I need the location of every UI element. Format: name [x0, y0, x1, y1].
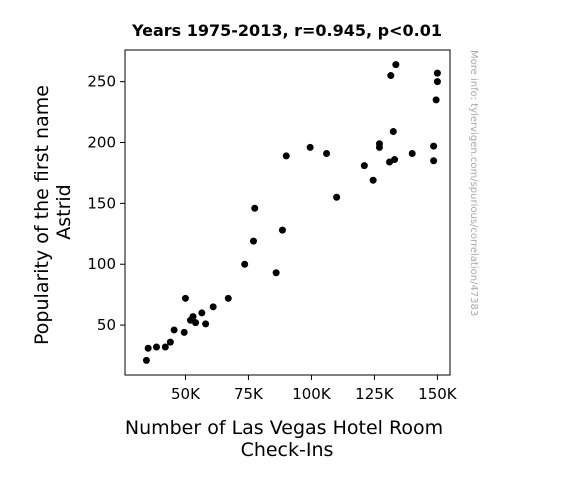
data-point [249, 237, 257, 245]
y-axis-label: Popularity of the first name Astrid [31, 79, 75, 345]
data-point [272, 269, 280, 277]
data-point [161, 343, 169, 351]
data-point [144, 344, 152, 352]
y-tick-label: 250 [87, 73, 116, 91]
data-point [278, 226, 286, 234]
y-axis-label-line-2: Astrid [53, 184, 75, 240]
data-point [152, 343, 160, 351]
x-tick-label: 75K [234, 385, 264, 403]
y-axis-label-line-1: Popularity of the first name [31, 85, 53, 345]
data-point [369, 176, 377, 184]
data-point [333, 193, 341, 201]
data-points [142, 61, 441, 364]
x-tick-label: 50K [171, 385, 201, 403]
data-point [170, 326, 178, 334]
x-axis: 50K 75K 100K 125K 150K [171, 375, 458, 403]
data-point [408, 149, 416, 157]
data-point [432, 96, 440, 104]
y-tick-label: 150 [87, 194, 116, 212]
data-point [180, 328, 188, 336]
data-point [224, 294, 232, 302]
data-point [433, 78, 441, 86]
y-tick-label: 50 [97, 316, 116, 334]
data-point [430, 142, 438, 150]
x-axis-label-line-2: Check-Ins [241, 439, 334, 461]
y-tick-label: 200 [87, 134, 116, 152]
data-point [189, 313, 197, 321]
data-point [391, 156, 399, 164]
data-point [360, 162, 368, 170]
data-point [389, 128, 397, 136]
x-tick-label: 100K [292, 385, 332, 403]
data-point [251, 204, 259, 212]
data-point [433, 69, 441, 77]
data-point [142, 356, 150, 364]
data-point [323, 149, 331, 157]
x-axis-label-line-1: Number of Las Vegas Hotel Room [125, 417, 443, 439]
data-point [198, 309, 206, 317]
data-point [430, 157, 438, 165]
x-tick-label: 125K [355, 385, 395, 403]
data-point [375, 143, 383, 151]
x-axis-label: Number of Las Vegas Hotel Room Check-Ins [125, 417, 449, 461]
data-point [241, 260, 249, 268]
chart-title: Years 1975-2013, r=0.945, p<0.01 [131, 21, 442, 40]
plot-area [124, 49, 451, 376]
x-tick-label: 150K [418, 385, 458, 403]
data-point [202, 320, 210, 328]
watermark: More info: tylervigen.com/spurious/corre… [468, 50, 479, 316]
data-point [181, 294, 189, 302]
data-point [306, 143, 314, 151]
data-point [282, 152, 290, 160]
data-point [392, 61, 400, 69]
y-axis: 50 100 150 200 250 [87, 73, 125, 334]
data-point [387, 72, 395, 80]
data-point [166, 338, 174, 346]
data-point [192, 319, 200, 327]
y-tick-label: 100 [87, 255, 116, 273]
data-point [209, 303, 217, 311]
